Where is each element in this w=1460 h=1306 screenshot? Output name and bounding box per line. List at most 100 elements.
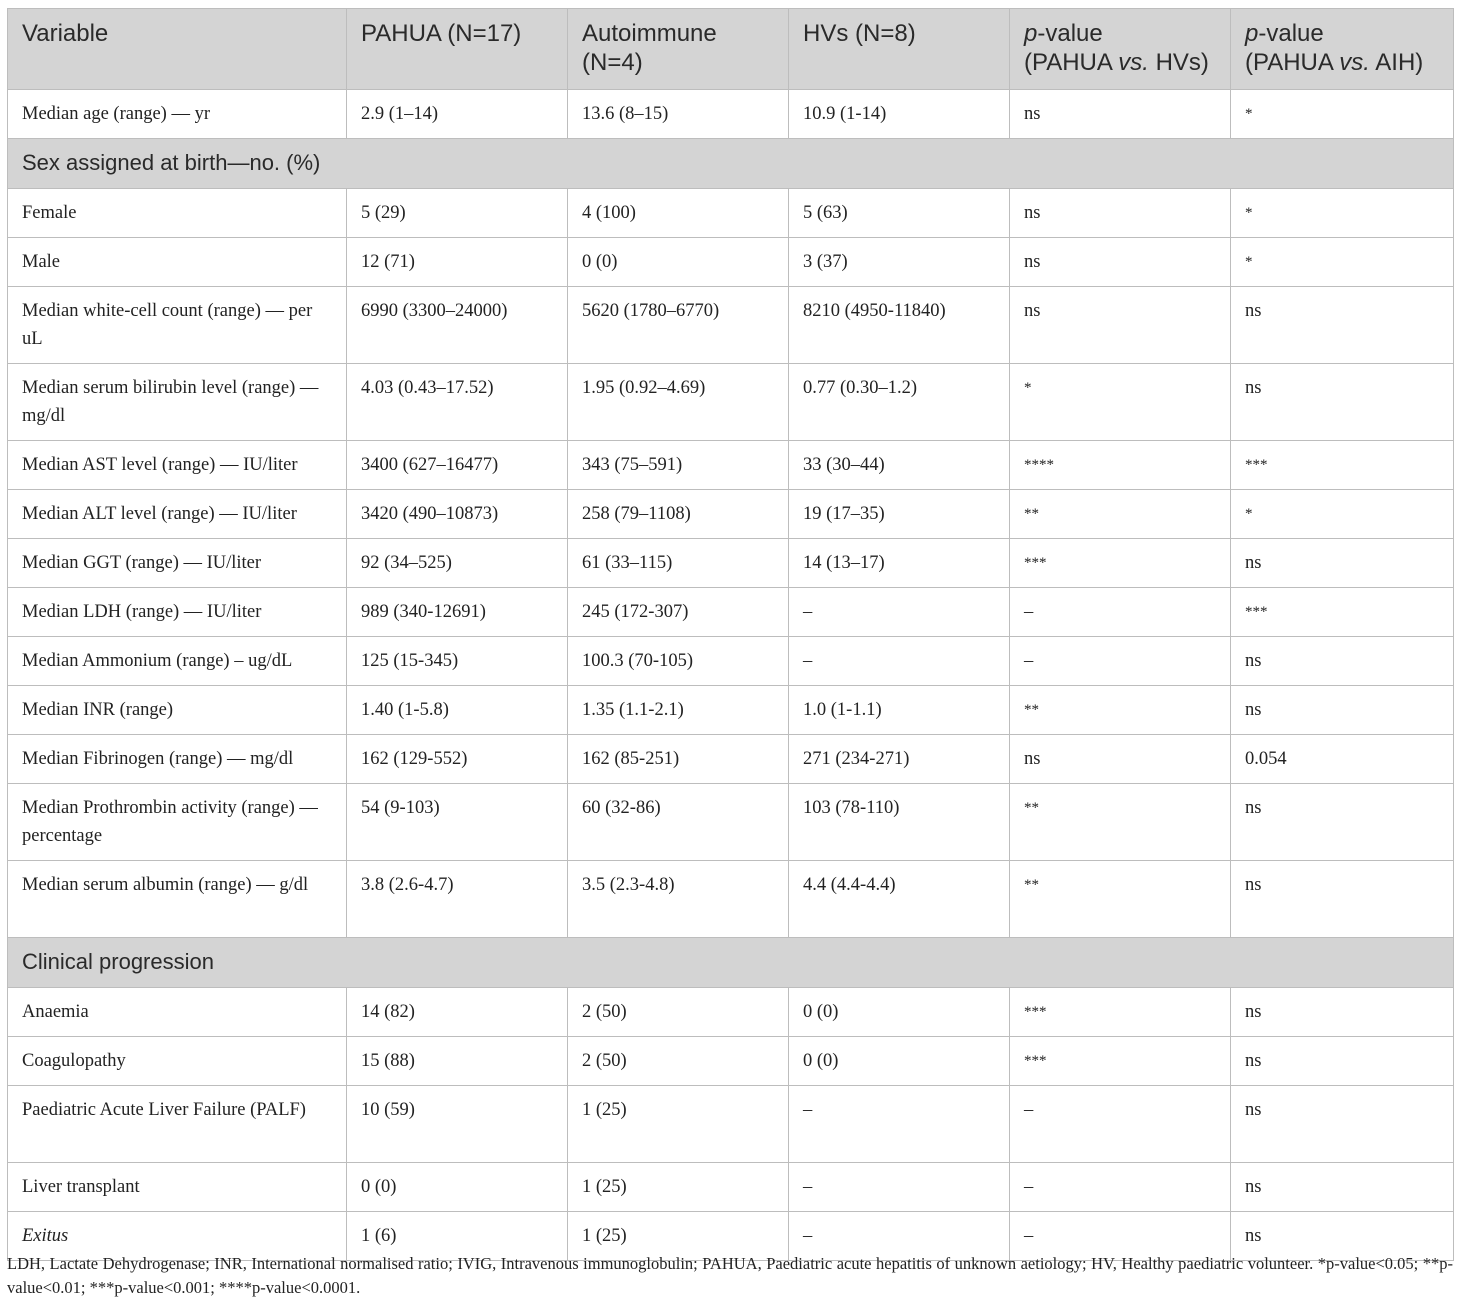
- cell-variable: Median ALT level (range) — IU/liter: [7, 489, 347, 539]
- table-row: Median INR (range) 1.40 (1-5.8) 1.35 (1.1-…: [7, 685, 1454, 735]
- cell-autoimmune: 4 (100): [567, 188, 789, 238]
- cell-variable: Median AST level (range) — IU/liter: [7, 440, 347, 490]
- cell-pvalue-pahua-vs-hvs: ns: [1009, 286, 1231, 364]
- section-row: Sex assigned at birth—no. (%): [7, 138, 1454, 189]
- header-p-rest: -value: [1258, 20, 1324, 47]
- section-row: Clinical progression: [7, 937, 1454, 988]
- header-p-line2a: (PAHUA: [1245, 49, 1340, 76]
- cell-pvalue-pahua-vs-aih: ns: [1230, 636, 1454, 686]
- data-table: Variable PAHUA (N=17) Autoimmune (N=4) H…: [7, 8, 1454, 1261]
- cell-variable: Median Ammonium (range) – ug/dL: [7, 636, 347, 686]
- table-row: Median LDH (range) — IU/liter 989 (340-12…: [7, 587, 1454, 637]
- cell-autoimmune: 258 (79–1108): [567, 489, 789, 539]
- table-header: Variable PAHUA (N=17) Autoimmune (N=4) H…: [7, 8, 1454, 90]
- cell-pvalue-pahua-vs-aih: ns: [1230, 1085, 1454, 1163]
- table-row: Median age (range) — yr 2.9 (1–14) 13.6 (8…: [7, 89, 1454, 139]
- cell-pvalue-pahua-vs-hvs: –: [1009, 1162, 1231, 1212]
- cell-variable: Exitus: [7, 1211, 347, 1261]
- cell-pvalue-pahua-vs-aih: ns: [1230, 783, 1454, 861]
- cell-autoimmune: 2 (50): [567, 987, 789, 1037]
- cell-hvs: –: [788, 636, 1010, 686]
- cell-autoimmune: 0 (0): [567, 237, 789, 287]
- cell-pvalue-pahua-vs-aih: ns: [1230, 1162, 1454, 1212]
- cell-pahua: 3420 (490–10873): [346, 489, 568, 539]
- cell-autoimmune: 100.3 (70-105): [567, 636, 789, 686]
- header-vs-italic: vs.: [1118, 49, 1149, 76]
- header-row: Variable PAHUA (N=17) Autoimmune (N=4) H…: [7, 8, 1454, 90]
- cell-pvalue-pahua-vs-aih: ***: [1230, 587, 1454, 637]
- cell-pvalue-pahua-vs-aih: *: [1230, 489, 1454, 539]
- cell-pvalue-pahua-vs-hvs: –: [1009, 1211, 1231, 1261]
- cell-pvalue-pahua-vs-aih: ns: [1230, 1211, 1454, 1261]
- cell-hvs: 0 (0): [788, 1036, 1010, 1086]
- cell-pvalue-pahua-vs-hvs: ****: [1009, 440, 1231, 490]
- cell-variable: Male: [7, 237, 347, 287]
- cell-autoimmune: 245 (172-307): [567, 587, 789, 637]
- cell-variable: Median GGT (range) — IU/liter: [7, 538, 347, 588]
- cell-pvalue-pahua-vs-aih: ns: [1230, 538, 1454, 588]
- cell-pahua: 2.9 (1–14): [346, 89, 568, 139]
- table-row: Median AST level (range) — IU/liter 3400 …: [7, 440, 1454, 490]
- header-pahua: PAHUA (N=17): [346, 8, 568, 90]
- cell-pahua: 12 (71): [346, 237, 568, 287]
- cell-pahua: 3400 (627–16477): [346, 440, 568, 490]
- cell-pvalue-pahua-vs-aih: 0.054: [1230, 734, 1454, 784]
- cell-pahua: 125 (15-345): [346, 636, 568, 686]
- header-p-italic: p: [1024, 20, 1038, 47]
- cell-pahua: 0 (0): [346, 1162, 568, 1212]
- cell-hvs: 5 (63): [788, 188, 1010, 238]
- header-vs-italic: vs.: [1339, 49, 1370, 76]
- cell-variable: Median Prothrombin activity (range) — pe…: [7, 783, 347, 861]
- cell-hvs: 3 (37): [788, 237, 1010, 287]
- cell-pvalue-pahua-vs-hvs: ***: [1009, 538, 1231, 588]
- table-row: Liver transplant 0 (0) 1 (25) – – ns: [7, 1162, 1454, 1212]
- cell-pvalue-pahua-vs-hvs: ns: [1009, 188, 1231, 238]
- cell-variable: Median LDH (range) — IU/liter: [7, 587, 347, 637]
- cell-pahua: 92 (34–525): [346, 538, 568, 588]
- cell-pvalue-pahua-vs-hvs: **: [1009, 685, 1231, 735]
- cell-autoimmune: 343 (75–591): [567, 440, 789, 490]
- section-label: Sex assigned at birth—no. (%): [7, 138, 1454, 189]
- section-label: Clinical progression: [7, 937, 1454, 988]
- cell-autoimmune: 1 (25): [567, 1085, 789, 1163]
- cell-variable: Median INR (range): [7, 685, 347, 735]
- header-pvalue-pahua-vs-aih: p-value (PAHUA vs. AIH): [1230, 8, 1454, 90]
- cell-variable: Coagulopathy: [7, 1036, 347, 1086]
- cell-pvalue-pahua-vs-hvs: **: [1009, 489, 1231, 539]
- cell-pvalue-pahua-vs-hvs: ***: [1009, 1036, 1231, 1086]
- cell-variable: Female: [7, 188, 347, 238]
- cell-pvalue-pahua-vs-aih: *: [1230, 188, 1454, 238]
- cell-autoimmune: 60 (32-86): [567, 783, 789, 861]
- cell-pvalue-pahua-vs-aih: ns: [1230, 286, 1454, 364]
- cell-autoimmune: 3.5 (2.3-4.8): [567, 860, 789, 938]
- header-autoimmune: Autoimmune (N=4): [567, 8, 789, 90]
- cell-pahua: 989 (340-12691): [346, 587, 568, 637]
- data-table-container: Variable PAHUA (N=17) Autoimmune (N=4) H…: [7, 8, 1454, 1261]
- cell-pvalue-pahua-vs-aih: ns: [1230, 860, 1454, 938]
- cell-autoimmune: 5620 (1780–6770): [567, 286, 789, 364]
- table-row: Paediatric Acute Liver Failure (PALF) 10 …: [7, 1085, 1454, 1163]
- cell-variable: Median serum albumin (range) — g/dl: [7, 860, 347, 938]
- table-row: Median white-cell count (range) — per uL…: [7, 286, 1454, 364]
- cell-pahua: 1.40 (1-5.8): [346, 685, 568, 735]
- cell-pvalue-pahua-vs-hvs: –: [1009, 1085, 1231, 1163]
- table-row: Median serum bilirubin level (range) — m…: [7, 363, 1454, 441]
- cell-pvalue-pahua-vs-hvs: ***: [1009, 987, 1231, 1037]
- header-p-line2b: AIH): [1369, 49, 1424, 76]
- cell-autoimmune: 1 (25): [567, 1162, 789, 1212]
- cell-pahua: 15 (88): [346, 1036, 568, 1086]
- cell-pvalue-pahua-vs-hvs: –: [1009, 636, 1231, 686]
- cell-hvs: –: [788, 1162, 1010, 1212]
- cell-hvs: 14 (13–17): [788, 538, 1010, 588]
- cell-hvs: –: [788, 587, 1010, 637]
- cell-pvalue-pahua-vs-aih: *: [1230, 237, 1454, 287]
- cell-pvalue-pahua-vs-aih: ***: [1230, 440, 1454, 490]
- header-p-italic: p: [1245, 20, 1259, 47]
- header-p-rest: -value: [1037, 20, 1103, 47]
- cell-autoimmune: 13.6 (8–15): [567, 89, 789, 139]
- cell-pvalue-pahua-vs-hvs: –: [1009, 587, 1231, 637]
- cell-hvs: 10.9 (1-14): [788, 89, 1010, 139]
- table-row: Exitus 1 (6) 1 (25) – – ns: [7, 1211, 1454, 1261]
- table-row: Median GGT (range) — IU/liter 92 (34–525)…: [7, 538, 1454, 588]
- cell-italic-text: Exitus: [22, 1226, 69, 1246]
